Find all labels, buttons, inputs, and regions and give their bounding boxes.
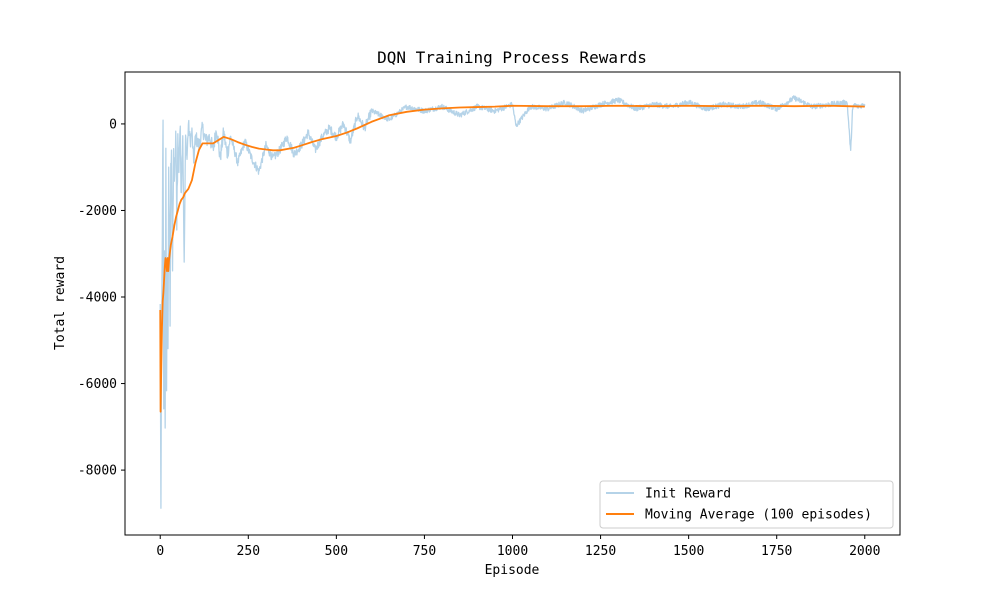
y-tick-label: -6000 bbox=[78, 377, 117, 392]
x-tick-label: 1250 bbox=[585, 544, 616, 559]
plot-area bbox=[159, 95, 866, 509]
x-tick-label: 1000 bbox=[497, 544, 528, 559]
x-tick-label: 2000 bbox=[849, 544, 880, 559]
x-tick-label: 500 bbox=[325, 544, 348, 559]
x-tick-label: 1500 bbox=[673, 544, 704, 559]
y-tick-label: -4000 bbox=[78, 291, 117, 306]
x-tick-label: 750 bbox=[413, 544, 436, 559]
legend-label-moving-average: Moving Average (100 episodes) bbox=[645, 508, 872, 523]
legend-box bbox=[599, 480, 894, 529]
axis-ticks: 0 250 500 750 1000 1250 1500 1750 2000 0 -2000 -400… bbox=[78, 117, 881, 559]
x-axis-label: Episode bbox=[485, 563, 540, 578]
x-tick-label: 1750 bbox=[761, 544, 792, 559]
legend: Init Reward Moving Average (100 episodes… bbox=[599, 480, 894, 529]
y-tick-label: 0 bbox=[109, 117, 117, 132]
legend-label-init-reward: Init Reward bbox=[645, 487, 731, 502]
chart-title: DQN Training Process Rewards bbox=[377, 48, 647, 67]
x-tick-label: 250 bbox=[237, 544, 260, 559]
series-line-moving-average bbox=[159, 104, 865, 413]
y-tick-label: -8000 bbox=[78, 464, 117, 479]
y-axis-label: Total reward bbox=[53, 256, 68, 350]
y-tick-label: -2000 bbox=[78, 204, 117, 219]
x-tick-label: 0 bbox=[156, 544, 164, 559]
